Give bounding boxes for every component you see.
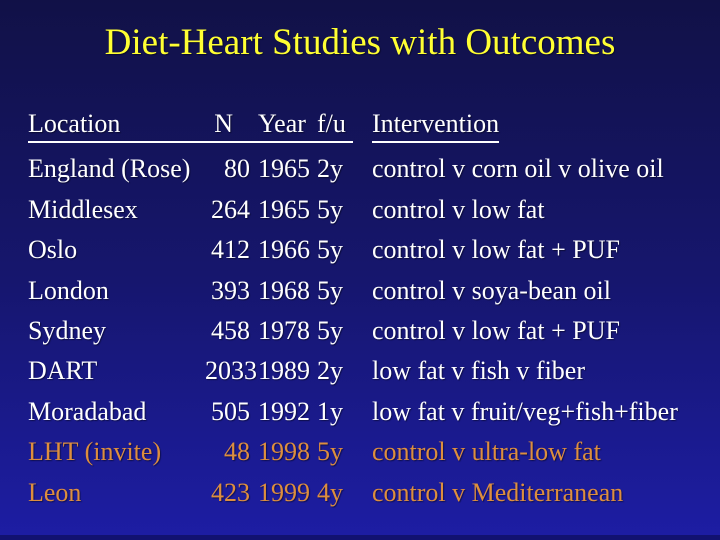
study-intervention: low fat v fruit/veg+fish+fiber [372,396,678,426]
study-intervention: control v low fat + PUF [372,235,620,265]
study-location: Oslo [28,235,78,265]
header-location: Location [28,109,121,138]
study-location: Sydney [28,315,106,345]
study-year: 1966 [258,235,310,265]
table-row: Sydney 458 1978 5y control v low fat + P… [28,311,710,351]
study-intervention: control v low fat [372,194,545,224]
header-followup: f/u [317,109,346,138]
study-n: 458 [211,315,250,345]
study-intervention: low fat v fish v fiber [372,356,586,386]
study-n: 48 [224,437,250,467]
study-location: Middlesex [28,194,138,224]
study-intervention: control v Mediterranean [372,477,624,507]
study-n: 264 [211,194,250,224]
study-intervention: control v corn oil v olive oil [372,154,664,184]
header-n: N [214,109,233,138]
table-row: Oslo 412 1966 5y control v low fat + PUF [28,230,710,270]
studies-table: Location N Year f/u Intervention England… [28,108,710,513]
study-location: London [28,275,109,305]
table-header-left-group: Location N Year f/u [28,108,353,143]
study-year: 1965 [258,154,310,184]
header-intervention: Intervention [372,108,500,143]
table-row: London 393 1968 5y control v soya-bean o… [28,270,710,310]
table-row: LHT (invite) 48 1998 5y control v ultra-… [28,432,710,472]
table-header-row: Location N Year f/u Intervention [28,108,710,143]
study-intervention: control v low fat + PUF [372,315,620,345]
study-followup: 2y [317,154,343,184]
study-intervention: control v soya-bean oil [372,275,611,305]
study-followup: 5y [317,194,343,224]
study-location: Moradabad [28,396,147,426]
header-year: Year [258,109,306,138]
study-followup: 4y [317,477,343,507]
study-location: England (Rose) [28,154,191,184]
table-body: England (Rose) 80 1965 2y control v corn… [28,149,710,513]
study-year: 1965 [258,194,310,224]
study-intervention: control v ultra-low fat [372,437,601,467]
study-followup: 5y [317,275,343,305]
study-n: 412 [211,235,250,265]
study-year: 1999 [258,477,310,507]
study-n: 423 [211,477,250,507]
study-followup: 5y [317,235,343,265]
table-row: Leon 423 1999 4y control v Mediterranean [28,473,710,513]
study-n: 2033 [205,356,257,386]
study-location: DART [28,356,98,386]
study-year: 1992 [258,396,310,426]
header-intervention-cell: Intervention [353,108,710,143]
study-n: 505 [211,396,250,426]
table-row: Moradabad 505 1992 1y low fat v fruit/ve… [28,392,710,432]
study-location: Leon [28,477,82,507]
study-followup: 5y [317,437,343,467]
study-followup: 1y [317,396,343,426]
study-n: 80 [224,154,250,184]
table-row: DART 2033 1989 2y low fat v fish v fiber [28,351,710,391]
study-year: 1968 [258,275,310,305]
study-year: 1998 [258,437,310,467]
study-n: 393 [211,275,250,305]
table-row: Middlesex 264 1965 5y control v low fat [28,189,710,229]
study-location: LHT (invite) [28,437,162,467]
table-row: England (Rose) 80 1965 2y control v corn… [28,149,710,189]
study-year: 1989 [258,356,310,386]
study-year: 1978 [258,315,310,345]
slide-title: Diet-Heart Studies with Outcomes [104,22,616,63]
study-followup: 2y [317,356,343,386]
study-followup: 5y [317,315,343,345]
